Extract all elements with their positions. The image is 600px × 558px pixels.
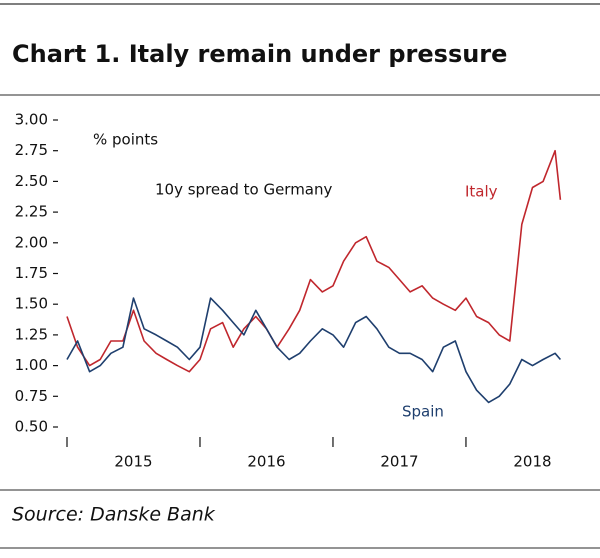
y-tick-label: 1.00 [15,356,48,374]
y-tick-label: 1.75 [15,264,48,282]
chart-title: Chart 1. Italy remain under pressure [12,40,507,68]
y-tick-label: 2.25 [15,203,48,221]
y-tick-label: 2.50 [15,172,48,190]
y-tick-label: 2.75 [15,141,48,159]
y-tick-label: 1.50 [15,295,48,313]
y-tick-label: 0.75 [15,387,48,405]
x-tick-label: 2018 [513,453,551,471]
source: Source: Danske Bank [12,504,216,526]
subtitle: 10y spread to Germany [155,181,333,199]
x-tick-label: 2015 [114,453,152,471]
series-line [66,297,562,404]
series-line [66,149,562,373]
series-label: Italy [465,183,498,201]
series-label: Spain [402,403,444,421]
y-tick-label: 3.00 [15,111,48,129]
x-tick-label: 2017 [380,453,418,471]
x-tick-label: 2016 [247,453,285,471]
y-tick-label: 0.50 [15,418,48,436]
y-axis-label: % points [93,131,158,149]
y-tick-label: 2.00 [15,233,48,251]
y-tick-label: 1.25 [15,325,48,343]
